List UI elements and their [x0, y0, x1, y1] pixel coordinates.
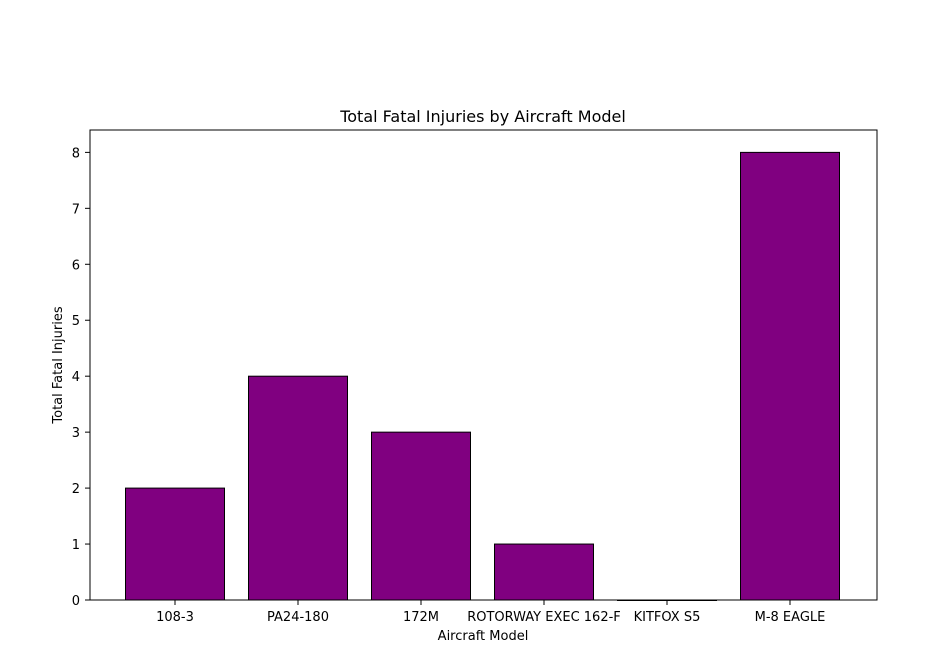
- bar-1: [248, 375, 348, 601]
- y-tick-label-2: 2: [72, 482, 80, 497]
- y-axis: 0 1 2 3 4 5 6 7 8: [72, 146, 90, 609]
- y-tick-label-1: 1: [72, 538, 80, 553]
- bar-0: [125, 487, 225, 601]
- x-axis-label: Aircraft Model: [438, 629, 529, 644]
- x-tick-label-0: 108-3: [156, 610, 194, 625]
- y-tick-label-0: 0: [72, 594, 80, 609]
- bars-group: [125, 151, 840, 601]
- bar-3: [494, 543, 594, 601]
- x-tick-label-4: KITFOX S5: [634, 610, 701, 625]
- plot-area: 0 1 2 3 4 5 6 7 8 108-3 PA24-180 172M ROTORWAY EXEC…: [72, 129, 878, 625]
- y-axis-label: Total Fatal Injuries: [51, 306, 66, 424]
- y-tick-label-7: 7: [72, 202, 80, 217]
- x-tick-label-3: ROTORWAY EXEC 162-F: [467, 610, 621, 625]
- bar-2: [371, 431, 471, 601]
- y-tick-label-4: 4: [72, 370, 80, 385]
- x-tick-label-5: M-8 EAGLE: [755, 610, 826, 625]
- x-axis: 108-3 PA24-180 172M ROTORWAY EXEC 162-F KITF…: [156, 600, 825, 625]
- y-tick-label-8: 8: [72, 146, 80, 161]
- y-tick-label-5: 5: [72, 314, 80, 329]
- x-tick-label-2: 172M: [403, 610, 439, 625]
- x-tick-label-1: PA24-180: [267, 610, 329, 625]
- y-tick-label-6: 6: [72, 258, 80, 273]
- plot-frame: [89, 129, 878, 601]
- y-tick-label-3: 3: [72, 426, 80, 441]
- bar-5: [740, 151, 840, 601]
- chart-title: Total Fatal Injuries by Aircraft Model: [339, 107, 626, 126]
